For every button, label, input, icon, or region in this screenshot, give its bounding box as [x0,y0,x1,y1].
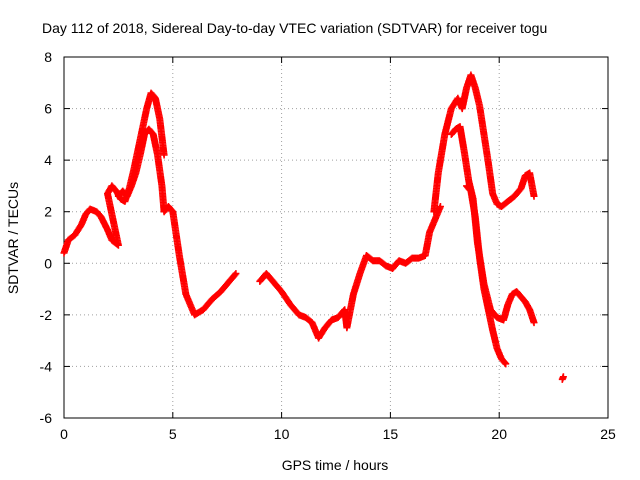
data-point [160,151,168,159]
y-tick-label: -6 [40,410,53,426]
x-tick-label: 20 [491,426,507,442]
data-point [502,360,510,368]
tick-labels: 0 5 10 15 20 25 -6 -4 -2 0 2 4 6 8 [40,49,616,442]
data-marks [60,71,567,383]
y-tick-label: -2 [40,307,53,323]
series-steep-drop-track [463,182,510,368]
y-tick-label: 8 [44,49,52,65]
x-tick-label: 5 [169,426,177,442]
y-tick-label: 6 [44,101,52,117]
series-evening-decline-track [447,123,538,327]
data-point [232,270,240,278]
data-point [530,319,538,327]
data-point [559,373,567,381]
y-tick-label: 2 [44,204,52,220]
chart-title: Day 112 of 2018, Sidereal Day-to-day VTE… [42,20,547,36]
grid-lines [64,57,608,418]
x-axis-label: GPS time / hours [282,457,389,473]
series-upper-track [60,89,168,257]
y-tick-label: -4 [40,358,53,374]
x-tick-label: 15 [383,426,399,442]
y-tick-label: 0 [44,255,52,271]
series-mid-day-track [256,203,444,342]
data-point [436,203,444,211]
series-late-isolated [558,373,567,383]
data-point [530,192,538,200]
x-tick-label: 25 [600,426,616,442]
data-point [231,271,239,279]
data-point [501,359,509,367]
plot-frame [63,56,609,419]
y-axis-label: SDTVAR / TECUs [5,182,21,294]
x-tick-label: 10 [274,426,290,442]
y-tick-label: 4 [44,152,52,168]
series-evening-peak-track [430,71,538,216]
series-lower-track [114,125,240,319]
x-tick-label: 0 [60,426,68,442]
